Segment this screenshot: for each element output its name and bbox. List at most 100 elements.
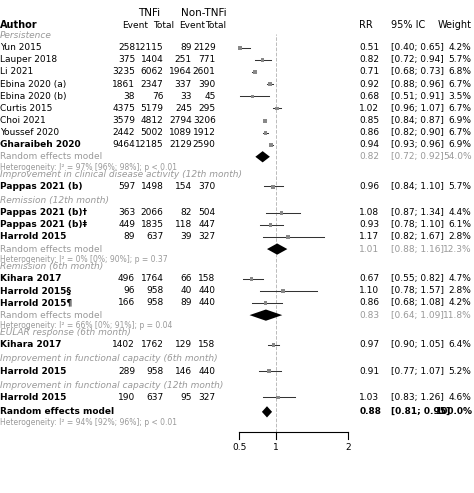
Text: [0.93; 0.96]: [0.93; 0.96]: [391, 140, 444, 149]
Text: 1.02: 1.02: [359, 104, 379, 113]
Text: 1861: 1861: [112, 79, 135, 89]
Text: 2442: 2442: [113, 128, 135, 137]
Bar: [251, 95, 254, 98]
Text: [0.96; 1.07]: [0.96; 1.07]: [391, 104, 444, 113]
Text: 390: 390: [199, 79, 216, 89]
Text: 958: 958: [146, 286, 164, 295]
Text: 129: 129: [175, 340, 192, 350]
Text: 0.86: 0.86: [359, 128, 379, 137]
Text: Improvement in functional capacity (12th month): Improvement in functional capacity (12th…: [0, 381, 223, 389]
Bar: [268, 82, 272, 86]
Text: Harrold 2015: Harrold 2015: [0, 393, 66, 402]
Text: Pappas 2021 (b)†: Pappas 2021 (b)†: [0, 208, 87, 217]
Text: Gharaibeh 2020: Gharaibeh 2020: [0, 140, 81, 149]
Text: 6062: 6062: [141, 68, 164, 76]
Text: 3206: 3206: [193, 116, 216, 125]
Text: [0.55; 0.82]: [0.55; 0.82]: [391, 274, 444, 283]
Text: [0.40; 0.65]: [0.40; 0.65]: [391, 43, 444, 52]
Text: 2129: 2129: [193, 43, 216, 52]
Text: 6.7%: 6.7%: [448, 79, 472, 89]
Text: 6.9%: 6.9%: [448, 140, 472, 149]
Text: 597: 597: [118, 182, 135, 191]
Text: 76: 76: [152, 92, 164, 101]
Text: Lauper 2018: Lauper 2018: [0, 55, 57, 64]
Text: Author: Author: [0, 20, 37, 31]
Text: Non-TNFi: Non-TNFi: [181, 8, 227, 18]
Text: Event: Event: [179, 21, 205, 30]
Polygon shape: [249, 310, 282, 321]
Bar: [276, 396, 280, 399]
Bar: [280, 211, 283, 214]
Text: 45: 45: [204, 92, 216, 101]
Text: 54.0%: 54.0%: [443, 152, 472, 161]
Text: 0.88: 0.88: [359, 407, 381, 417]
Text: Choi 2021: Choi 2021: [0, 116, 46, 125]
Polygon shape: [267, 244, 287, 255]
Bar: [272, 343, 275, 347]
Text: Total: Total: [153, 21, 174, 30]
Text: 1764: 1764: [141, 274, 164, 283]
Text: 2129: 2129: [169, 140, 192, 149]
Text: 6.8%: 6.8%: [448, 68, 472, 76]
Text: [0.88; 0.96]: [0.88; 0.96]: [391, 79, 444, 89]
Bar: [264, 301, 267, 305]
Text: 1912: 1912: [193, 128, 216, 137]
Text: 89: 89: [181, 43, 192, 52]
Bar: [271, 185, 274, 188]
Text: Kihara 2017: Kihara 2017: [0, 274, 62, 283]
Text: Remission (12th month): Remission (12th month): [0, 196, 109, 205]
Text: Random effects model: Random effects model: [0, 152, 102, 161]
Text: 1835: 1835: [140, 220, 164, 229]
Text: 289: 289: [118, 366, 135, 376]
Text: 154: 154: [175, 182, 192, 191]
Bar: [238, 46, 242, 50]
Text: 637: 637: [146, 232, 164, 242]
Text: [0.77; 1.07]: [0.77; 1.07]: [391, 366, 444, 376]
Text: 0.93: 0.93: [359, 220, 379, 229]
Text: 245: 245: [175, 104, 192, 113]
Text: 2590: 2590: [193, 140, 216, 149]
Text: Harrold 2015§: Harrold 2015§: [0, 286, 71, 295]
Text: 4.2%: 4.2%: [449, 298, 472, 308]
Text: TNFi: TNFi: [138, 8, 160, 18]
Text: Random effects model: Random effects model: [0, 245, 102, 253]
Text: 370: 370: [199, 182, 216, 191]
Text: 440: 440: [199, 298, 216, 308]
Text: 146: 146: [175, 366, 192, 376]
Text: 3.5%: 3.5%: [448, 92, 472, 101]
Text: 0.97: 0.97: [359, 340, 379, 350]
Text: 1762: 1762: [141, 340, 164, 350]
Text: 0.94: 0.94: [359, 140, 379, 149]
Text: [0.68; 0.73]: [0.68; 0.73]: [391, 68, 444, 76]
Text: 3235: 3235: [112, 68, 135, 76]
Bar: [282, 289, 284, 293]
Bar: [275, 106, 279, 110]
Text: 3579: 3579: [112, 116, 135, 125]
Text: 958: 958: [146, 298, 164, 308]
Text: 95% IC: 95% IC: [391, 20, 425, 31]
Text: Event: Event: [122, 21, 148, 30]
Text: 0.82: 0.82: [359, 152, 379, 161]
Bar: [267, 369, 271, 373]
Text: 504: 504: [199, 208, 216, 217]
Text: 1.17: 1.17: [359, 232, 379, 242]
Text: 327: 327: [199, 393, 216, 402]
Text: [0.90; 1.05]: [0.90; 1.05]: [391, 340, 444, 350]
Text: 2.8%: 2.8%: [449, 286, 472, 295]
Text: 1.10: 1.10: [359, 286, 379, 295]
Text: 95: 95: [181, 393, 192, 402]
Text: 6.9%: 6.9%: [448, 116, 472, 125]
Text: 958: 958: [146, 366, 164, 376]
Text: 1.08: 1.08: [359, 208, 379, 217]
Text: 1: 1: [273, 443, 279, 452]
Text: Yun 2015: Yun 2015: [0, 43, 42, 52]
Text: 1402: 1402: [112, 340, 135, 350]
Text: Weight: Weight: [438, 20, 472, 31]
Text: Ebina 2020 (b): Ebina 2020 (b): [0, 92, 66, 101]
Text: 449: 449: [118, 220, 135, 229]
Text: Curtis 2015: Curtis 2015: [0, 104, 52, 113]
Text: 158: 158: [199, 340, 216, 350]
Polygon shape: [262, 406, 272, 418]
Text: 327: 327: [199, 232, 216, 242]
Text: 0.92: 0.92: [359, 79, 379, 89]
